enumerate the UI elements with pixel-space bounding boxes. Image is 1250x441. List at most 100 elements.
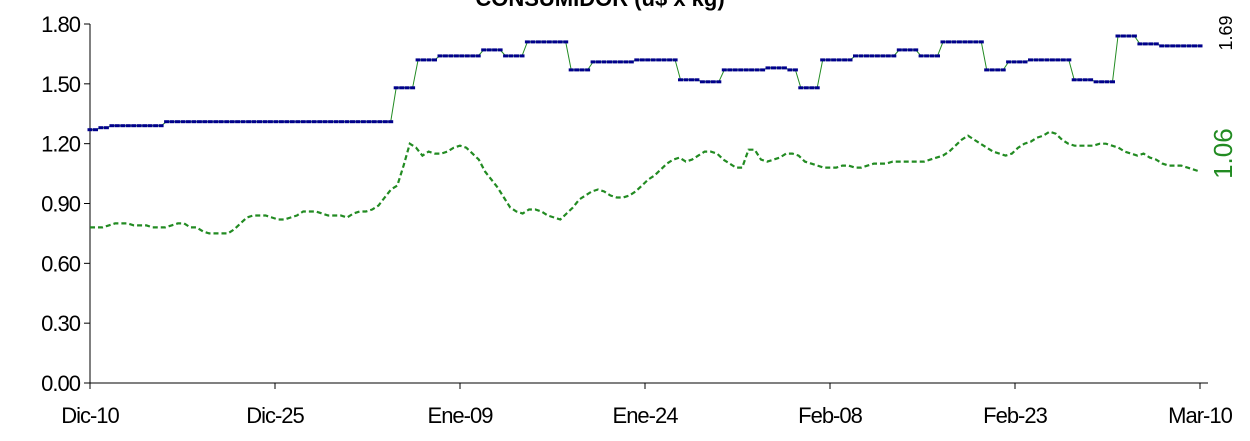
data-point [1006, 60, 1012, 64]
data-point [164, 120, 170, 124]
data-point [645, 58, 651, 62]
data-point [1071, 78, 1077, 82]
data-point [169, 120, 175, 124]
data-point [393, 86, 399, 90]
data-point [1137, 42, 1143, 46]
data-point [1044, 58, 1050, 62]
data-point [360, 120, 366, 124]
data-point [1033, 58, 1039, 62]
data-point [858, 54, 864, 58]
data-point [355, 120, 361, 124]
data-point [93, 128, 98, 132]
data-point [497, 48, 503, 52]
data-point [202, 120, 208, 124]
y-tick-label: 0.00 [41, 371, 81, 396]
data-point [432, 58, 437, 62]
data-point [940, 40, 946, 44]
data-point [601, 60, 607, 64]
data-point [787, 68, 793, 72]
data-point [973, 40, 979, 44]
data-point [864, 54, 869, 58]
data-point [158, 124, 164, 128]
data-point [1126, 34, 1132, 38]
data-point [935, 54, 940, 58]
data-point [1049, 58, 1055, 62]
data-point [464, 54, 470, 58]
data-point [448, 54, 454, 58]
data-point [120, 124, 126, 128]
data-point [366, 120, 372, 124]
data-point [1066, 58, 1072, 62]
data-point [869, 54, 875, 58]
data-point [196, 120, 202, 124]
data-point [530, 40, 536, 44]
data-point [628, 60, 634, 64]
data-point [590, 60, 596, 64]
x-axis: Dic-10 Dic-25 Ene-09 Ene-24 Feb-08 Feb-23 Mar-… [61, 382, 1234, 428]
data-point [650, 58, 656, 62]
data-point [339, 120, 344, 124]
data-point [1093, 80, 1099, 84]
data-point [962, 40, 968, 44]
data-point [300, 120, 306, 124]
data-point [514, 54, 519, 58]
data-point [683, 78, 689, 82]
data-point [617, 60, 623, 64]
data-point [607, 60, 612, 64]
data-point [896, 48, 902, 52]
data-point [295, 120, 301, 124]
data-point [344, 120, 350, 124]
data-point [557, 40, 563, 44]
data-point [574, 68, 580, 72]
data-point [765, 66, 771, 70]
series-0 [87, 34, 1203, 132]
data-point [1175, 44, 1181, 48]
x-tick-label: Ene-09 [428, 403, 494, 428]
data-point [853, 54, 858, 58]
data-point [1159, 44, 1165, 48]
end-labels: 1.69 1.06 [1208, 15, 1238, 178]
data-point [749, 68, 755, 72]
data-point [546, 40, 552, 44]
data-point [956, 40, 962, 44]
x-tick-label: Ene-24 [613, 403, 679, 428]
data-point [771, 66, 776, 70]
data-point [891, 54, 897, 58]
data-point [317, 120, 323, 124]
data-point [273, 120, 279, 124]
data-point [809, 86, 815, 90]
data-point [486, 48, 492, 52]
series-1 [90, 130, 1201, 235]
data-point [1011, 60, 1017, 64]
data-point [508, 54, 514, 58]
data-point [967, 40, 973, 44]
data-point [218, 120, 224, 124]
data-point [153, 124, 159, 128]
data-point [191, 120, 197, 124]
data-point [1110, 80, 1115, 84]
data-point [596, 60, 601, 64]
data-point [328, 120, 334, 124]
data-point [694, 78, 700, 82]
data-point [284, 120, 290, 124]
chart-title: CONSUMIDOR (u$ x kg) [475, 0, 724, 11]
data-point [814, 86, 820, 90]
data-point [131, 124, 137, 128]
data-point [224, 120, 230, 124]
data-point [481, 48, 487, 52]
data-point [951, 40, 957, 44]
data-point [885, 54, 891, 58]
data-point [1148, 42, 1154, 46]
data-point [563, 40, 569, 44]
y-tick-label: 1.50 [41, 72, 81, 97]
data-point [820, 58, 826, 62]
data-point [689, 78, 694, 82]
data-point [579, 68, 585, 72]
data-point [262, 120, 268, 124]
y-tick-label: 0.60 [41, 251, 81, 276]
series-end-label: 1.69 [1216, 15, 1236, 50]
data-point [929, 54, 935, 58]
data-point [470, 54, 476, 58]
data-point [1082, 78, 1088, 82]
data-point [1055, 58, 1061, 62]
